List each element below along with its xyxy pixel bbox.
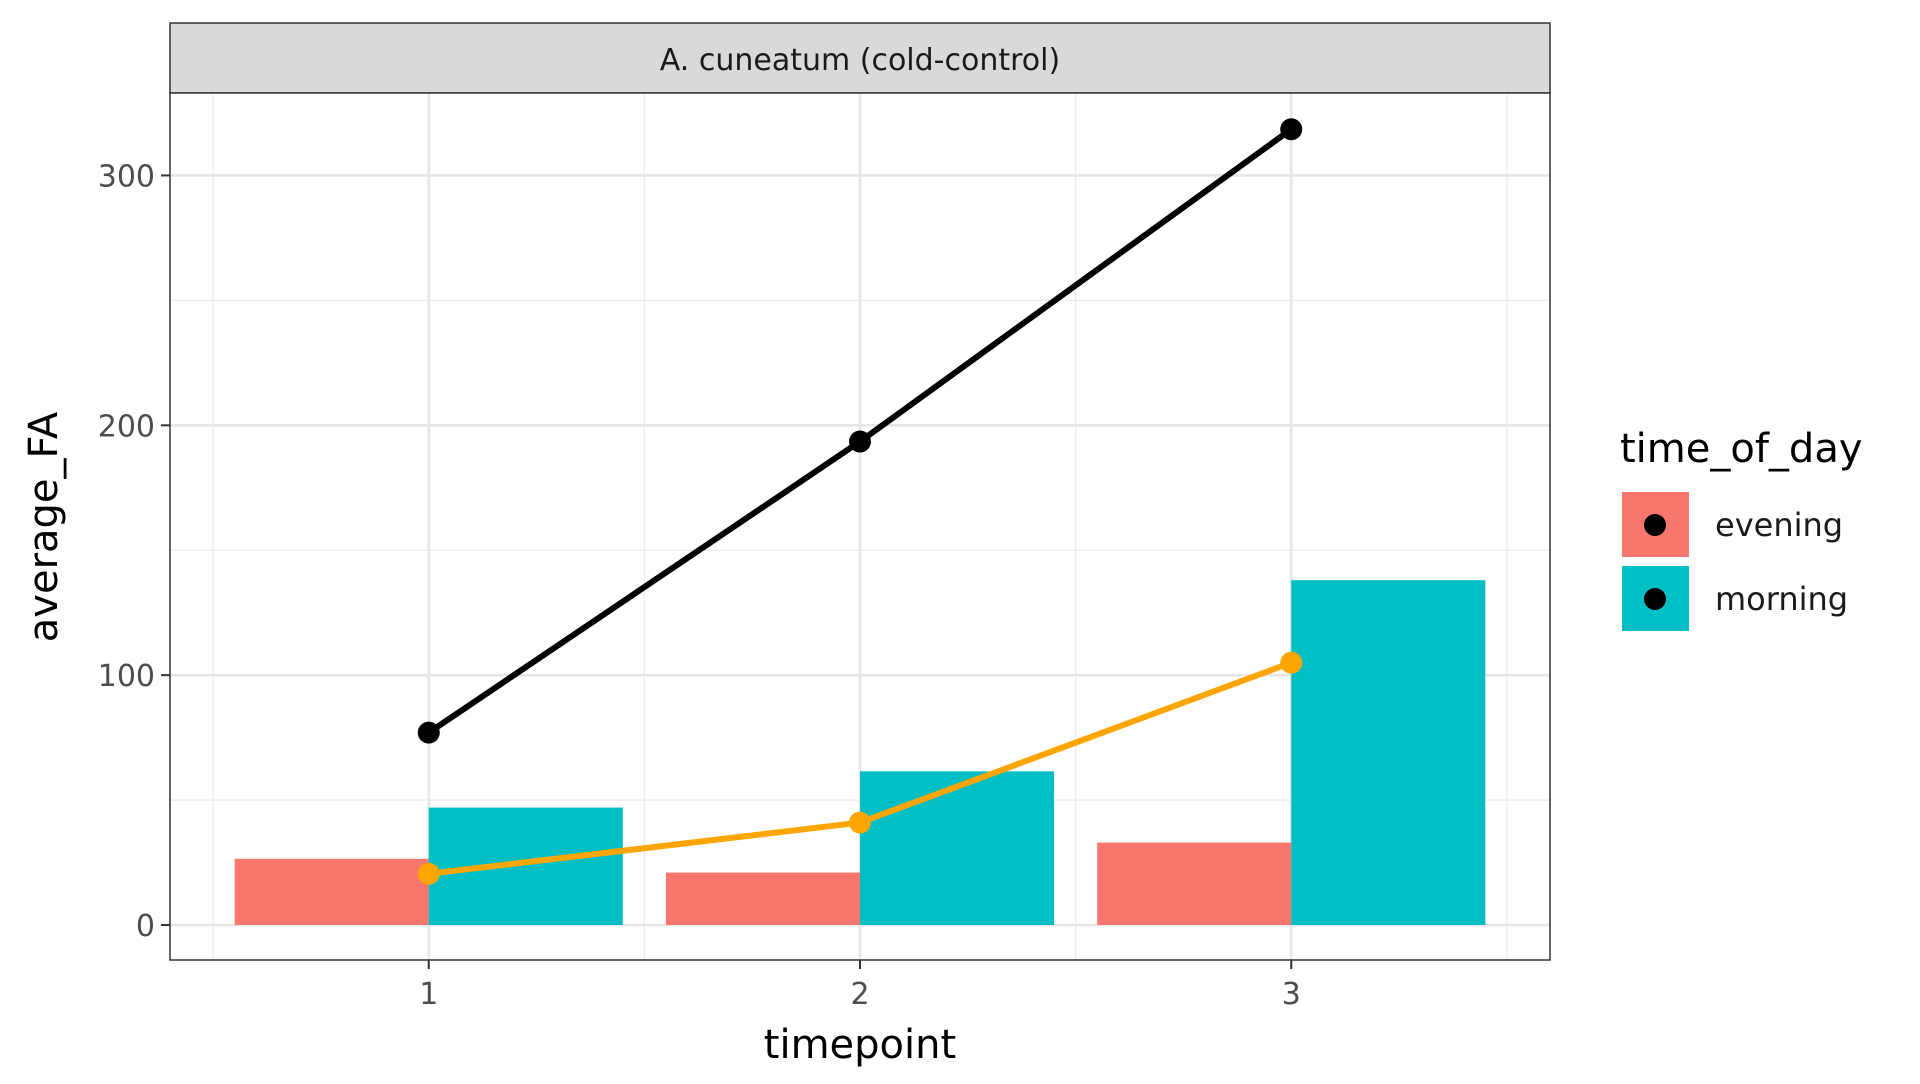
axis-layer: 0 100 200 300 1 2 3 [98,159,1301,1012]
series-point-1-1 [417,862,440,885]
legend-key-evening-point [1644,514,1666,536]
bar-evening-3 [1097,842,1292,926]
x-axis-title: timepoint [764,1022,956,1068]
facet-title: A. cuneatum (cold-control) [660,43,1060,78]
bar-morning-1 [428,807,623,926]
bar-evening-1 [234,858,429,926]
line-layer [417,118,1303,885]
y-tick-label: 0 [136,909,155,944]
x-tick-label: 1 [419,977,438,1012]
legend-key-morning-point [1644,588,1666,610]
legend-label-evening: evening [1715,506,1843,544]
legend-title: time_of_day [1620,426,1863,472]
legend: time_of_day evening morning [1620,426,1863,631]
facet-strip [169,22,1551,94]
series-point-0-2 [849,430,871,453]
bar-morning-2 [860,771,1055,926]
bar-morning-3 [1291,580,1486,926]
y-tick-label: 200 [98,409,155,444]
y-axis-title: average_FA [21,411,67,642]
series-point-1-2 [849,811,871,834]
x-tick-label: 2 [850,977,869,1012]
series-point-1-3 [1280,651,1303,674]
legend-label-morning: morning [1715,580,1848,618]
series-point-0-3 [1280,118,1303,141]
y-tick-label: 100 [98,659,155,694]
y-tick-label: 300 [98,159,155,194]
series-point-0-1 [417,721,440,744]
x-tick-label: 3 [1282,977,1301,1012]
bar-evening-2 [665,872,860,926]
bar-layer [234,580,1486,926]
